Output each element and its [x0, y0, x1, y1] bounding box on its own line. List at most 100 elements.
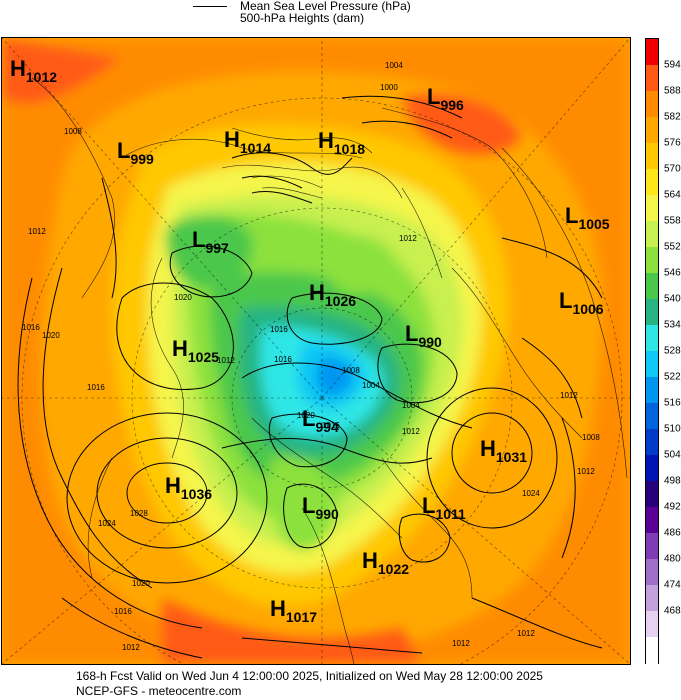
isobar-value-label: 1016 — [114, 607, 132, 616]
colorbar-tick: 492 — [664, 501, 681, 513]
colorbar-tick: 468 — [664, 605, 681, 617]
pressure-center-label: L996 — [427, 84, 464, 113]
colorbar-tick: 498 — [664, 475, 681, 487]
contour-labels: 1004 1000 1008 1012 1012 1020 1016 1020 1016 1012… — [22, 61, 600, 652]
colorbar-band — [646, 247, 658, 274]
isobar-value-label: 1012 — [452, 639, 470, 648]
colorbar-band — [646, 403, 658, 430]
isobar-value-label: 1012 — [402, 427, 420, 436]
legend-mslp-label: Mean Sea Level Pressure (hPa) — [240, 0, 411, 13]
colorbar-band — [646, 611, 658, 638]
colorbar-band — [646, 65, 658, 92]
colorbar-band — [646, 169, 658, 196]
colorbar-band — [646, 377, 658, 404]
isobar-value-label: 1008 — [342, 366, 360, 375]
colorbar-band — [646, 585, 658, 612]
legend-line-sample — [193, 6, 227, 7]
isobar-value-label: 1008 — [582, 433, 600, 442]
isobar-value-label: 1004 — [362, 381, 380, 390]
colorbar-band — [646, 455, 658, 482]
isobar-value-label: 1008 — [64, 127, 82, 136]
colorbar-band — [646, 637, 658, 664]
coastlines — [31, 77, 628, 664]
colorbar-tick: 558 — [664, 215, 681, 227]
colorbar-band — [646, 481, 658, 508]
pressure-center-label: L997 — [192, 227, 229, 256]
pressure-center-label: L990 — [405, 321, 442, 350]
pressure-center-label: H1022 — [362, 548, 409, 577]
isobar-value-label: 1000 — [380, 83, 398, 92]
isobar-value-label: 1012 — [560, 391, 578, 400]
colorbar-band — [646, 299, 658, 326]
pressure-center-label: H1017 — [270, 596, 317, 625]
pressure-center-label: L994 — [302, 406, 339, 435]
colorbar-tick: 480 — [664, 553, 681, 565]
colorbar-band — [646, 325, 658, 352]
isobar-value-label: 1016 — [274, 355, 292, 364]
colorbar-tick: 486 — [664, 527, 681, 539]
isobar-value-label: 1016 — [322, 421, 340, 430]
isobars — [17, 95, 603, 659]
colorbar-tick: 504 — [664, 449, 681, 461]
colorbar-band — [646, 429, 658, 456]
pressure-center-label: H1031 — [480, 436, 527, 465]
pressure-center-label: H1014 — [224, 127, 271, 156]
pressure-center-label: L990 — [302, 493, 339, 522]
colorbar-tick: 552 — [664, 241, 681, 253]
pressure-center-label: H1018 — [318, 128, 365, 157]
colorbar-tick: 546 — [664, 267, 681, 279]
colorbar-band — [646, 559, 658, 586]
isobar-value-label: 1028 — [130, 509, 148, 518]
shade-516 — [316, 357, 353, 396]
colorbar-band — [646, 273, 658, 300]
colorbar-band — [646, 351, 658, 378]
forecast-valid-text: 168-h Fcst Valid on Wed Jun 4 12:00:00 2… — [76, 669, 543, 683]
colorbar-tick: 582 — [664, 111, 681, 123]
isobar-value-label: 1024 — [98, 519, 116, 528]
colorbar-tick: 516 — [664, 397, 681, 409]
colorbar-tick: 594 — [664, 59, 681, 71]
colorbar-tick: 564 — [664, 189, 681, 201]
colorbar-band — [646, 39, 658, 66]
shade-594-ne — [402, 94, 522, 155]
colorbar-tick: 510 — [664, 423, 681, 435]
colorbar-tick: 588 — [664, 85, 681, 97]
shade-594-nw — [2, 38, 122, 104]
isobar-value-label: 1012 — [399, 234, 417, 243]
shade-588 — [2, 38, 630, 664]
legend-heights-label: 500-hPa Heights (dam) — [240, 11, 365, 25]
source-credit: NCEP-GFS - meteocentre.com — [76, 684, 242, 698]
isobar-value-label: 1020 — [42, 331, 60, 340]
isobar-value-label: 1024 — [522, 489, 540, 498]
isobar-value-label: 1016 — [270, 325, 288, 334]
isobar-value-label: 1020 — [132, 579, 150, 588]
colorbar-band — [646, 507, 658, 534]
isobar-value-label: 1020 — [297, 411, 315, 420]
colorbar-band — [646, 221, 658, 248]
colorbar-band — [646, 195, 658, 222]
colorbar-band — [646, 91, 658, 118]
colorbar-tick: 474 — [664, 579, 681, 591]
isobar-value-label: 1012 — [217, 356, 235, 365]
isobar-value-label: 1004 — [385, 61, 403, 70]
pressure-center-label: L1005 — [565, 203, 610, 232]
pressure-center-label: H1025 — [172, 336, 219, 365]
isobar-value-label: 1012 — [577, 467, 595, 476]
colorbar-tick: 576 — [664, 137, 681, 149]
colorbar-tick: 528 — [664, 345, 681, 357]
isobar-value-label: 1012 — [122, 643, 140, 652]
pressure-center-label: L1011 — [422, 493, 466, 522]
colorbar-band — [646, 533, 658, 560]
height-colorbar — [645, 38, 659, 664]
pressure-center-label: H1026 — [309, 280, 356, 309]
isobar-value-label: 1012 — [28, 227, 46, 236]
shade-lobe-north — [320, 234, 397, 295]
pressure-centers: H1012 L996 L999 H1014 H1018 L1005 L997 H1026 L10… — [10, 56, 610, 625]
shade-lobe-west — [166, 215, 253, 288]
isobar-value-label: 1004 — [402, 401, 420, 410]
graticule — [2, 38, 630, 664]
weather-map: H1012 L996 L999 H1014 H1018 L1005 L997 H1026 L10… — [1, 37, 631, 665]
colorbar-tick: 522 — [664, 371, 681, 383]
colorbar-tick: 534 — [664, 319, 681, 331]
colorbar-band — [646, 143, 658, 170]
